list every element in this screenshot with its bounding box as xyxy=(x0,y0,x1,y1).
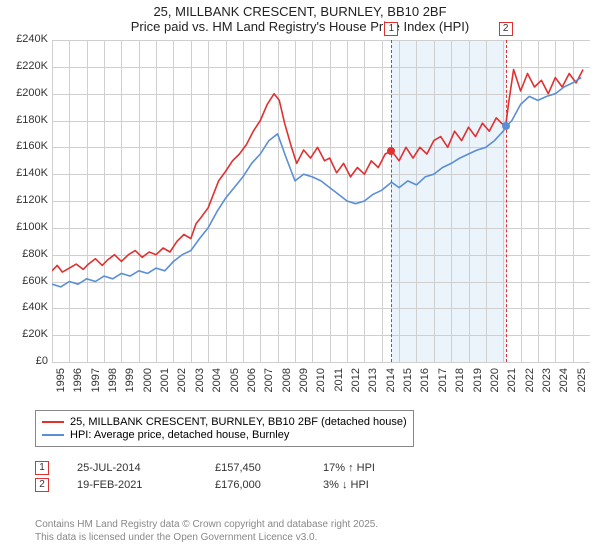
sales-price: £176,000 xyxy=(215,479,295,491)
ytick-label: £120K xyxy=(2,194,48,206)
legend-swatch xyxy=(42,434,64,436)
marker-line xyxy=(506,40,507,362)
ytick-label: £240K xyxy=(2,33,48,45)
ytick-label: £180K xyxy=(2,114,48,126)
title-line-1: 25, MILLBANK CRESCENT, BURNLEY, BB10 2BF xyxy=(0,4,600,19)
xtick-label: 2000 xyxy=(142,368,154,398)
ytick-label: £160K xyxy=(2,140,48,152)
sales-row: 2 19-FEB-2021 £176,000 3% ↓ HPI xyxy=(35,478,375,492)
xtick-label: 2012 xyxy=(350,368,362,398)
gridline-h xyxy=(52,362,590,363)
legend: 25, MILLBANK CRESCENT, BURNLEY, BB10 2BF… xyxy=(35,410,414,447)
xtick-label: 1996 xyxy=(72,368,84,398)
xtick-label: 2009 xyxy=(298,368,310,398)
footer: Contains HM Land Registry data © Crown c… xyxy=(35,518,378,544)
ytick-label: £0 xyxy=(2,355,48,367)
sales-marker-box: 1 xyxy=(35,461,49,475)
footer-line-1: Contains HM Land Registry data © Crown c… xyxy=(35,518,378,531)
xtick-label: 2003 xyxy=(194,368,206,398)
ytick-label: £40K xyxy=(2,301,48,313)
chart-container: 25, MILLBANK CRESCENT, BURNLEY, BB10 2BF… xyxy=(0,0,600,560)
xtick-label: 1995 xyxy=(55,368,67,398)
series-line xyxy=(52,78,581,287)
legend-row: 25, MILLBANK CRESCENT, BURNLEY, BB10 2BF… xyxy=(42,416,407,428)
footer-line-2: This data is licensed under the Open Gov… xyxy=(35,531,378,544)
xtick-label: 1999 xyxy=(124,368,136,398)
xtick-label: 2024 xyxy=(558,368,570,398)
ytick-label: £220K xyxy=(2,60,48,72)
xtick-label: 2023 xyxy=(541,368,553,398)
xtick-label: 2005 xyxy=(229,368,241,398)
ytick-label: £100K xyxy=(2,221,48,233)
xtick-label: 2021 xyxy=(506,368,518,398)
legend-label: HPI: Average price, detached house, Burn… xyxy=(70,429,289,441)
xtick-label: 2019 xyxy=(472,368,484,398)
xtick-label: 2018 xyxy=(454,368,466,398)
series-svg xyxy=(52,40,590,362)
marker-dot xyxy=(502,122,510,130)
xtick-label: 2008 xyxy=(281,368,293,398)
xtick-label: 2022 xyxy=(524,368,536,398)
ytick-label: £60K xyxy=(2,275,48,287)
xtick-label: 2011 xyxy=(333,368,345,398)
sales-marker-box: 2 xyxy=(35,478,49,492)
series-line xyxy=(52,70,583,273)
xtick-label: 2010 xyxy=(315,368,327,398)
xtick-label: 1997 xyxy=(90,368,102,398)
ytick-label: £140K xyxy=(2,167,48,179)
xtick-label: 2016 xyxy=(419,368,431,398)
xtick-label: 2004 xyxy=(211,368,223,398)
sales-date: 25-JUL-2014 xyxy=(77,462,187,474)
ytick-label: £200K xyxy=(2,87,48,99)
sales-delta: 3% ↓ HPI xyxy=(323,479,369,491)
legend-row: HPI: Average price, detached house, Burn… xyxy=(42,429,407,441)
ytick-label: £20K xyxy=(2,328,48,340)
plot-area: 12 xyxy=(52,40,590,362)
marker-line xyxy=(391,40,392,362)
sales-delta: 17% ↑ HPI xyxy=(323,462,375,474)
xtick-label: 1998 xyxy=(107,368,119,398)
xtick-label: 2020 xyxy=(489,368,501,398)
xtick-label: 2017 xyxy=(437,368,449,398)
xtick-label: 2013 xyxy=(367,368,379,398)
sales-table: 1 25-JUL-2014 £157,450 17% ↑ HPI 2 19-FEB-202… xyxy=(35,458,375,495)
sales-date: 19-FEB-2021 xyxy=(77,479,187,491)
sales-price: £157,450 xyxy=(215,462,295,474)
xtick-label: 2001 xyxy=(159,368,171,398)
legend-swatch xyxy=(42,421,64,423)
xtick-label: 2002 xyxy=(176,368,188,398)
marker-label-box: 2 xyxy=(499,22,513,36)
xtick-label: 2015 xyxy=(402,368,414,398)
marker-label-box: 1 xyxy=(384,22,398,36)
xtick-label: 2007 xyxy=(263,368,275,398)
legend-label: 25, MILLBANK CRESCENT, BURNLEY, BB10 2BF… xyxy=(70,416,407,428)
xtick-label: 2014 xyxy=(385,368,397,398)
sales-row: 1 25-JUL-2014 £157,450 17% ↑ HPI xyxy=(35,461,375,475)
xtick-label: 2006 xyxy=(246,368,258,398)
xtick-label: 2025 xyxy=(576,368,588,398)
ytick-label: £80K xyxy=(2,248,48,260)
